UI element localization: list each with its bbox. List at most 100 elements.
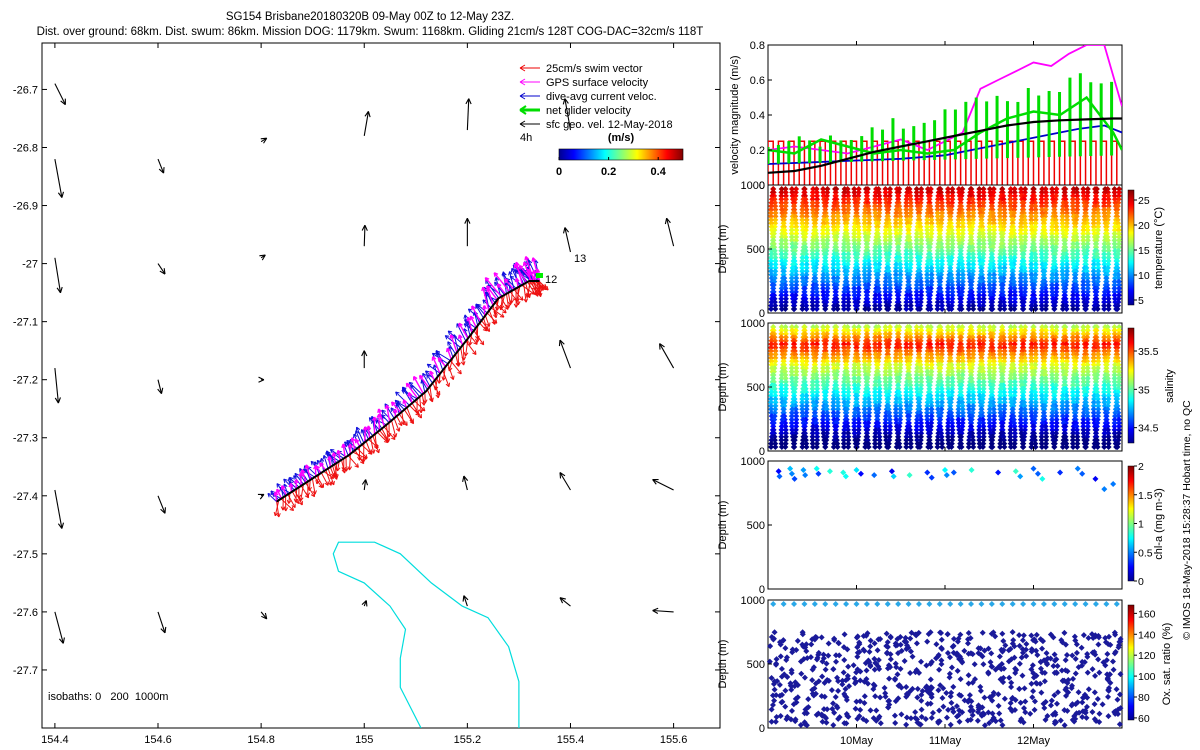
temperature-sample	[814, 247, 821, 254]
temperature-sample	[970, 216, 977, 223]
temperature-sample	[938, 261, 945, 268]
map-xtick-label: 154.8	[247, 734, 275, 746]
salinity-sample	[875, 426, 882, 433]
temperature-sample	[1091, 278, 1098, 285]
temperature-sample	[872, 295, 879, 302]
swim-vector-head	[499, 304, 505, 310]
salinity-sample	[824, 327, 831, 334]
salinity-sample	[855, 413, 862, 420]
temperature-sample	[800, 247, 807, 254]
temperature-sample	[970, 210, 977, 216]
temperature-sample	[980, 234, 987, 240]
current-vector	[396, 401, 408, 408]
temperature-sample	[1011, 299, 1018, 306]
salinity-sample	[845, 392, 852, 399]
temperature-sample	[799, 275, 806, 282]
salinity-sample	[872, 375, 879, 382]
salinity-sample	[887, 372, 894, 378]
temperature-sample	[959, 220, 966, 227]
temperature-sample	[1018, 240, 1025, 247]
gps-vector-head	[496, 283, 502, 288]
temperature-sample	[830, 223, 837, 230]
salinity-sample	[990, 372, 997, 378]
temperature-sample	[820, 234, 827, 240]
temperature-sample	[1070, 261, 1077, 268]
temperature-sample	[1073, 288, 1080, 295]
salinity-sample	[788, 372, 795, 378]
temperature-sample	[897, 223, 904, 230]
temperature-sample	[803, 216, 810, 223]
temperature-sample	[1007, 206, 1014, 213]
temperature-sample	[799, 203, 806, 210]
temperature-sample	[1095, 264, 1102, 271]
salinity-sample	[814, 389, 821, 396]
temperature-sample	[841, 292, 848, 299]
temperature-sample	[990, 189, 997, 196]
temperature-sample	[1060, 278, 1067, 285]
salinity-sample	[886, 430, 893, 437]
salinity-sample	[986, 372, 993, 378]
swim-vector-head	[414, 409, 420, 414]
salinity-sample	[851, 433, 858, 440]
map-ytick-label: -27	[22, 259, 38, 271]
temperature-sample	[788, 230, 795, 237]
salinity-sample	[824, 375, 831, 382]
salinity-sample	[944, 330, 951, 337]
current-vector	[355, 430, 363, 446]
temperature-sample	[1052, 216, 1059, 223]
temperature-sample	[767, 213, 774, 220]
temperature-sample	[1000, 247, 1007, 254]
temperature-sample	[997, 247, 1004, 254]
temperature-sample	[771, 199, 778, 206]
temperature-sample	[1031, 247, 1038, 254]
temperature-sample	[851, 227, 858, 234]
temperature-sample	[820, 244, 827, 251]
salinity-sample	[976, 430, 983, 437]
salinity-sample	[789, 327, 796, 334]
salinity-sample	[917, 385, 924, 392]
salinity-sample	[1007, 327, 1014, 334]
temperature-sample	[959, 268, 966, 275]
temperature-ytick-label: 0	[759, 308, 765, 320]
temperature-sample	[1084, 285, 1091, 292]
temperature-sample	[820, 292, 827, 299]
temperature-sample	[886, 299, 893, 306]
salinity-sample	[840, 382, 847, 389]
temperature-sample	[997, 206, 1004, 213]
temperature-sample	[840, 251, 847, 258]
temperature-sample	[782, 186, 789, 192]
salinity-sample	[872, 351, 879, 358]
temperature-sample	[1049, 223, 1056, 230]
temperature-sample	[959, 237, 966, 244]
temperature-sample	[1011, 247, 1018, 254]
temperature-sample	[886, 223, 893, 230]
salinity-sample	[969, 358, 976, 365]
temperature-sample	[855, 295, 862, 302]
salinity-sample	[845, 389, 852, 396]
gps-vector-head	[384, 404, 390, 410]
salinity-sample	[990, 327, 997, 334]
swim-vector-head	[515, 301, 521, 306]
temperature-sample	[813, 254, 820, 261]
temperature-sample	[990, 220, 997, 227]
salinity-sample	[793, 420, 800, 426]
temperature-sample	[1074, 251, 1081, 258]
temperature-sample	[1091, 258, 1098, 264]
temperature-sample	[945, 285, 952, 292]
temperature-sample	[1007, 254, 1014, 261]
temperature-sample	[810, 234, 817, 240]
temperature-sample	[980, 186, 987, 192]
salinity-sample	[882, 413, 889, 420]
salinity-sample	[934, 399, 941, 406]
temperature-sample	[976, 302, 983, 309]
salinity-sample	[851, 413, 858, 420]
temperature-sample	[1011, 254, 1018, 261]
temperature-sample	[907, 254, 914, 261]
salinity-sample	[1001, 389, 1008, 396]
salinity-sample	[976, 375, 983, 382]
temperature-sample	[1063, 210, 1070, 216]
salinity-sample	[844, 324, 851, 330]
temperature-sample	[1053, 220, 1060, 227]
temperature-sample	[799, 216, 806, 223]
salinity-sample	[799, 402, 806, 409]
